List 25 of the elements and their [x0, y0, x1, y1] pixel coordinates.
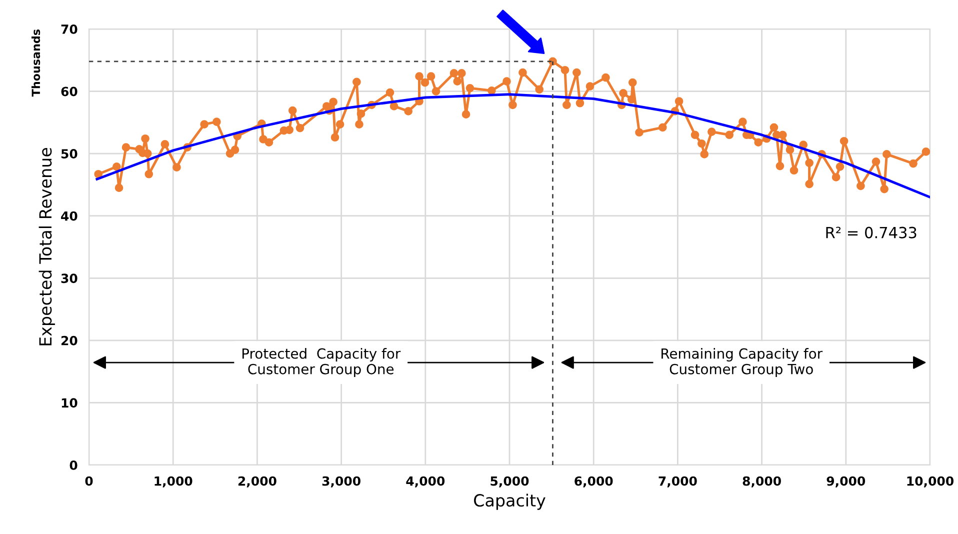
x-tick-label: 4,000: [406, 476, 445, 488]
x-tick-label: 0: [85, 476, 93, 486]
x-tick-label: 3,000: [322, 476, 360, 488]
text: Thousands: [31, 30, 40, 97]
x-tick-label: 8,000: [742, 476, 781, 488]
x-tick-label: 2,000: [238, 476, 276, 488]
annotation: R² = 0.7433: [826, 226, 916, 238]
y-tick-label: 60: [61, 86, 78, 96]
x-tick-label: 5,000: [490, 476, 529, 488]
x-tick-label: 7,000: [658, 476, 697, 488]
y-tick-label: 40: [61, 211, 78, 221]
annotation: Remaining Capacity for Customer Group Two: [662, 348, 823, 378]
x-tick-label: 9,000: [826, 476, 866, 488]
x-tick-label: 10,000: [907, 476, 954, 488]
y-tick-label: 10: [62, 398, 78, 408]
x-tick-label: 1,000: [154, 476, 192, 488]
y-tick-label: 30: [61, 274, 78, 284]
y-tick-label: 50: [61, 149, 78, 158]
x-axis-title: Capacity: [474, 494, 546, 510]
annotation: Protected Capacity for Customer Group One: [242, 348, 401, 378]
y-tick-label: 70: [61, 24, 78, 34]
y-tick-label: 0: [70, 460, 78, 470]
y-tick-label: 20: [61, 336, 78, 346]
x-tick-label: 6,000: [574, 476, 613, 488]
y-axis-title: Expected Total Revenue: [38, 148, 55, 346]
